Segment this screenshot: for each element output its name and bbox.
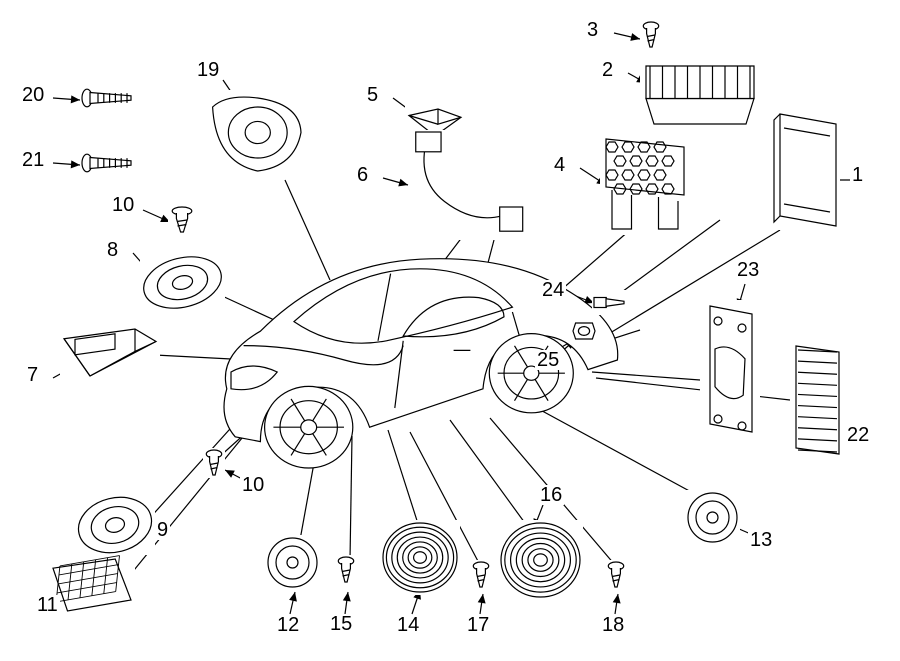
car-outline (210, 240, 630, 480)
part-25 (570, 320, 598, 342)
part-16 (498, 520, 583, 600)
callout-label-5: 5 (365, 85, 380, 105)
callout-label-21: 21 (20, 150, 46, 170)
callout-label-7: 7 (25, 365, 40, 385)
callout-label-24: 24 (540, 280, 566, 300)
part-17 (470, 560, 492, 590)
part-21 (80, 152, 135, 174)
callout-label-12: 12 (275, 615, 301, 635)
part-20 (80, 87, 135, 109)
part-3 (640, 20, 662, 50)
part-1 (770, 110, 840, 230)
parts-diagram: 1234567891010111213141516171819202122232… (0, 0, 900, 661)
callout-label-19: 19 (195, 60, 221, 80)
part-8 (140, 255, 225, 310)
part-19 (200, 90, 305, 175)
part-6 (410, 130, 525, 240)
part-14 (380, 520, 460, 595)
part-4 (600, 135, 690, 235)
part-12 (265, 535, 320, 590)
part-24 (592, 290, 627, 315)
callout-label-11: 11 (35, 595, 60, 615)
part-15 (335, 555, 357, 585)
callout-label-22: 22 (845, 425, 871, 445)
callout-label-15: 15 (328, 614, 354, 634)
callout-label-16: 16 (538, 485, 564, 505)
part-10 (203, 448, 225, 478)
callout-label-1: 1 (850, 165, 865, 185)
callout-label-23: 23 (735, 260, 761, 280)
callout-label-2: 2 (600, 60, 615, 80)
part-22 (790, 340, 845, 460)
callout-label-18: 18 (600, 615, 626, 635)
callout-label-3: 3 (585, 20, 600, 40)
callout-label-17: 17 (465, 615, 491, 635)
callout-label-8: 8 (105, 240, 120, 260)
callout-label-13: 13 (748, 530, 774, 550)
part-13 (685, 490, 740, 545)
part-23 (700, 300, 760, 440)
callout-label-9: 9 (155, 520, 170, 540)
part-9 (75, 495, 155, 555)
callout-label-4: 4 (552, 155, 567, 175)
part-10 (168, 205, 196, 235)
callout-label-14: 14 (395, 615, 421, 635)
callout-label-10: 10 (110, 195, 136, 215)
callout-label-20: 20 (20, 85, 46, 105)
part-2 (640, 60, 760, 130)
callout-label-10: 10 (240, 475, 266, 495)
callout-label-25: 25 (535, 350, 561, 370)
part-7 (60, 325, 160, 380)
callout-label-6: 6 (355, 165, 370, 185)
part-18 (605, 560, 627, 590)
